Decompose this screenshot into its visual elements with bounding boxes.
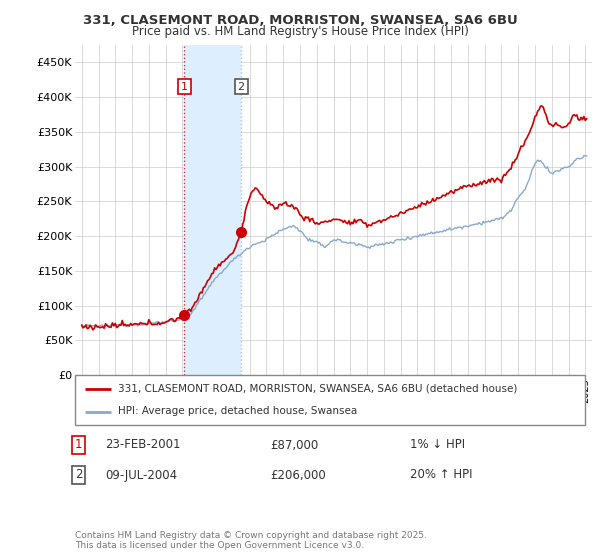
Text: Price paid vs. HM Land Registry's House Price Index (HPI): Price paid vs. HM Land Registry's House … [131,25,469,38]
Text: £87,000: £87,000 [270,438,318,451]
Text: 20% ↑ HPI: 20% ↑ HPI [410,469,473,482]
Bar [184,45,241,375]
FancyBboxPatch shape [75,375,585,425]
Text: 09-JUL-2004: 09-JUL-2004 [105,469,177,482]
Text: £206,000: £206,000 [270,469,326,482]
Text: 2: 2 [238,82,245,92]
Text: Contains HM Land Registry data © Crown copyright and database right 2025.
This d: Contains HM Land Registry data © Crown c… [75,531,427,550]
Text: 331, CLASEMONT ROAD, MORRISTON, SWANSEA, SA6 6BU: 331, CLASEMONT ROAD, MORRISTON, SWANSEA,… [83,14,517,27]
Text: 1% ↓ HPI: 1% ↓ HPI [410,438,465,451]
Text: 1: 1 [181,82,188,92]
Text: 23-FEB-2001: 23-FEB-2001 [105,438,181,451]
Text: 2: 2 [75,469,83,482]
Text: 1: 1 [75,438,83,451]
Text: 331, CLASEMONT ROAD, MORRISTON, SWANSEA, SA6 6BU (detached house): 331, CLASEMONT ROAD, MORRISTON, SWANSEA,… [118,384,518,394]
Text: HPI: Average price, detached house, Swansea: HPI: Average price, detached house, Swan… [118,407,358,417]
